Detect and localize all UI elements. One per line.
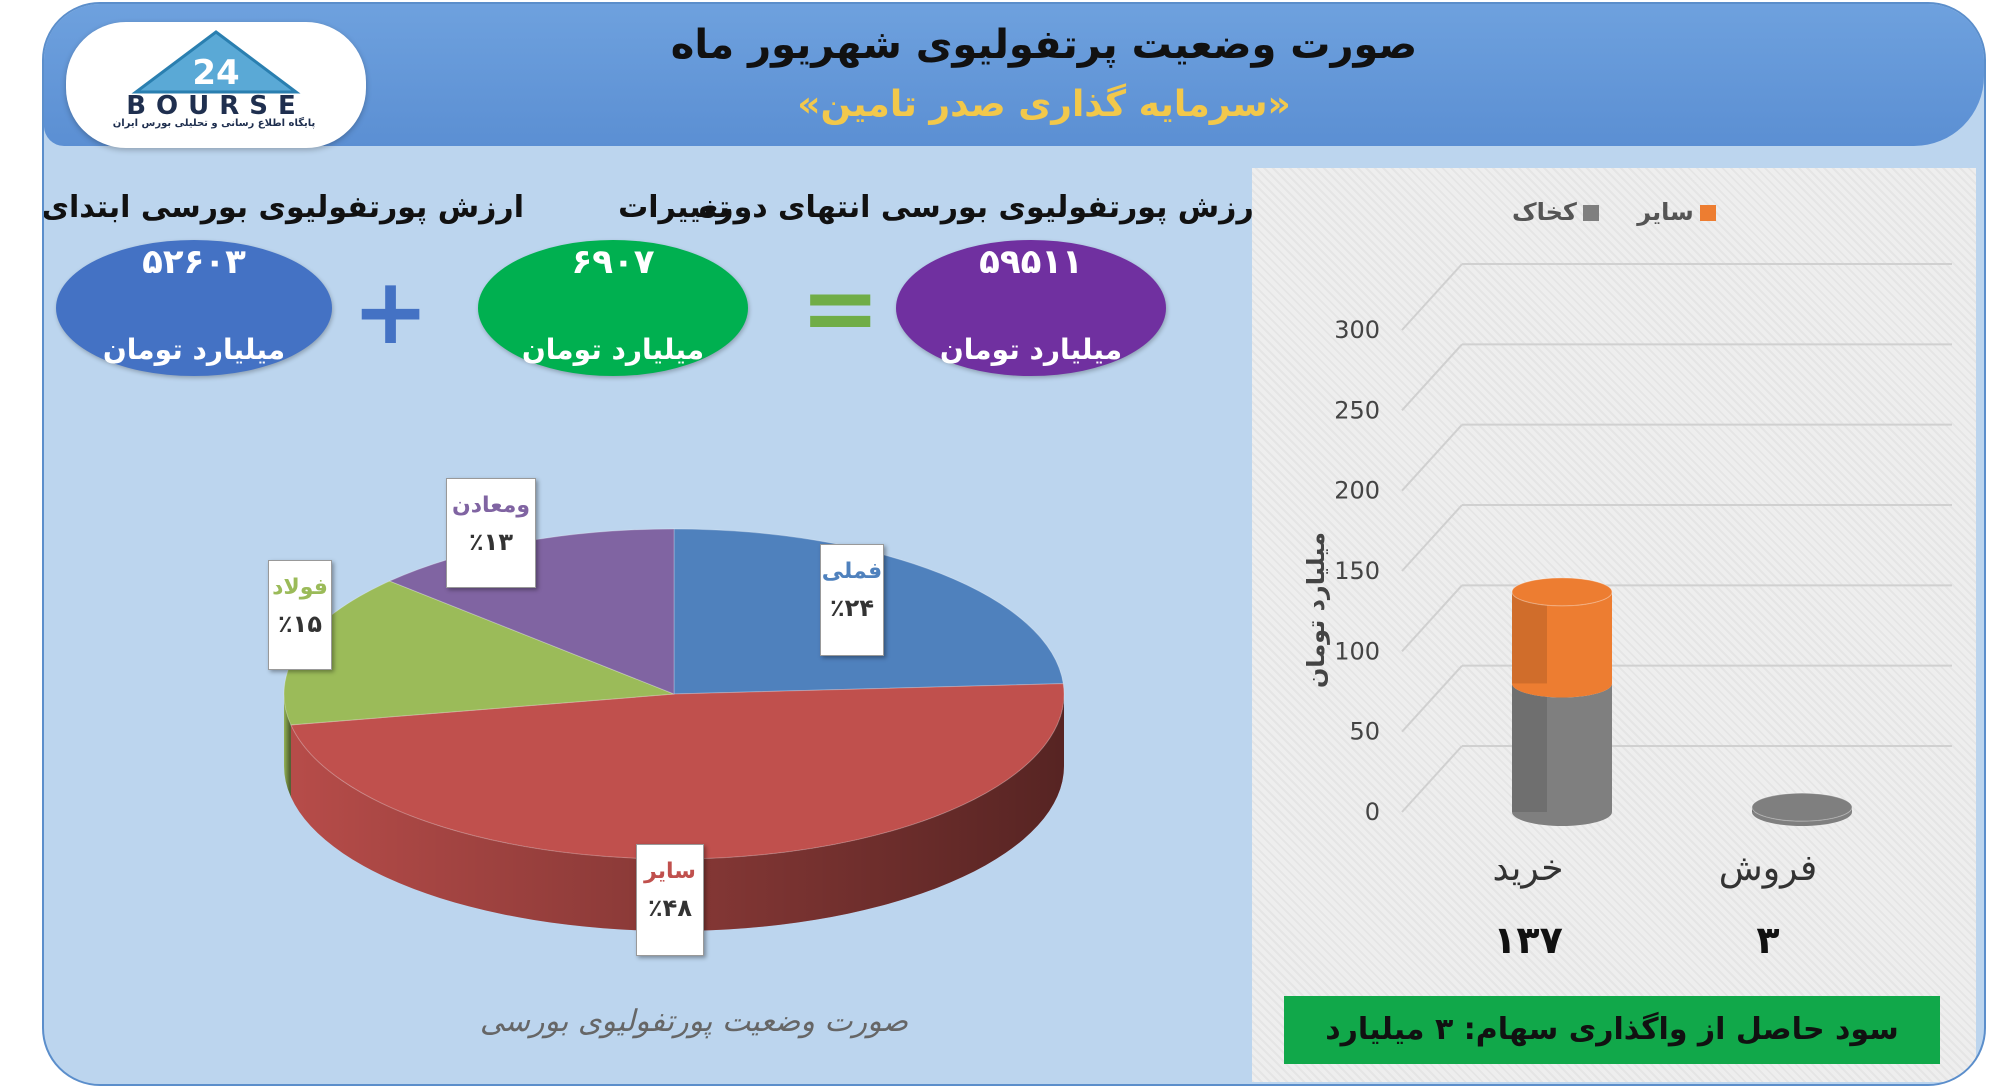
start-value-unit: میلیارد تومان: [102, 333, 286, 366]
bar-segment: [1512, 591, 1612, 698]
page-subtitle: «سرمایه گذاری صدر تامین»: [797, 84, 1291, 125]
category-label-sell: فروش: [1718, 848, 1818, 889]
bar-y-ticks: 0 50 100 150 200 250 300: [1334, 316, 1380, 826]
bar-cap: [1511, 577, 1613, 607]
bar-marks: [1511, 577, 1853, 826]
y-tick-label: 200: [1334, 477, 1380, 505]
legend-label-other: سایر: [1637, 198, 1694, 226]
portfolio-pie-chart: [283, 528, 1065, 932]
pie-slice: [290, 683, 1065, 860]
pie-label-fameli-name: فملی: [821, 559, 883, 584]
pie-side-group: [284, 694, 1064, 932]
grid-line: [1401, 504, 1463, 572]
bar-segment: [1512, 683, 1612, 826]
dashboard-frame: 24 BOURSE پایگاه اطلاع رسانی و تحلیلی بو…: [42, 2, 1986, 1086]
y-tick-label: 100: [1334, 637, 1380, 665]
pie-caption: صورت وضعیت پورتفولیوی بورسی: [479, 1004, 909, 1039]
grid-line: [1401, 263, 1463, 331]
y-tick-label: 0: [1365, 798, 1380, 826]
category-total-buy: ۱۳۷: [1493, 918, 1563, 962]
end-value-number: ۵۹۵۱۱: [979, 242, 1083, 282]
y-tick-label: 150: [1334, 557, 1380, 585]
start-value-number: ۵۲۶۰۳: [142, 242, 246, 282]
end-value-label: ارزش پورتفولیوی بورسی انتهای دوره: [698, 190, 1264, 225]
start-value-oval: ۵۲۶۰۳ میلیارد تومان: [56, 240, 332, 376]
pie-label-maaden-name: ومعادن: [451, 493, 531, 518]
pie-top-group: [283, 528, 1065, 860]
legend-label-kkhak: کخاک: [1512, 198, 1577, 226]
pie-label-foolad-name: فولاد: [272, 575, 328, 600]
pie-label-foolad: فولاد ٪۱۵: [268, 560, 332, 670]
grid-line: [1401, 584, 1463, 653]
bar-legend: سایر کخاک: [1512, 198, 1722, 226]
purchase-sale-bar-chart: 0 50 100 150 200 250 300: [1334, 263, 1952, 826]
grid-line: [1401, 664, 1463, 733]
pie-label-foolad-percent: ٪۱۵: [278, 610, 322, 638]
pie-label-fameli: فملی ٪۲۴: [820, 544, 884, 656]
change-oval: ۶۹۰۷ میلیارد تومان: [478, 240, 748, 376]
logo-mark-icon: 24 BOURSE: [126, 30, 306, 121]
change-number: ۶۹۰۷: [571, 242, 655, 282]
page-title: صورت وضعیت پرتفولیوی شهریور ماه: [670, 22, 1418, 68]
change-unit: میلیارد تومان: [521, 333, 705, 366]
category-label-buy: خرید: [1492, 848, 1564, 889]
y-tick-label: 300: [1334, 316, 1380, 344]
equals-sign: =: [800, 252, 881, 364]
bar-shade: [1512, 683, 1547, 812]
grid-line: [1401, 423, 1463, 492]
logo: 24 BOURSE پایگاه اطلاع رسانی و تحلیلی بو…: [66, 22, 366, 148]
y-tick-label: 250: [1334, 396, 1380, 424]
pie-label-maaden: ومعادن ٪۱۳: [446, 478, 536, 588]
pie-label-maaden-percent: ٪۱۳: [469, 528, 513, 556]
pie-slice-side-shade: [290, 694, 1064, 932]
pie-label-other-percent: ٪۴۸: [648, 894, 692, 922]
start-value-label: ارزش پورتفولیوی بورسی ابتدای دوره: [42, 190, 524, 225]
bar-cap: [1751, 792, 1853, 822]
pie-label-other-name: سایر: [644, 859, 696, 884]
change-label: تغییرات: [618, 190, 730, 225]
pie-label-fameli-percent: ٪۲۴: [830, 594, 874, 622]
pie-slice-side-shade: [284, 694, 291, 797]
header-banner: 24 BOURSE پایگاه اطلاع رسانی و تحلیلی بو…: [44, 4, 1984, 148]
legend-item-kkhak: کخاک: [1512, 198, 1605, 226]
end-value-unit: میلیارد تومان: [939, 333, 1123, 366]
bar-shade: [1512, 591, 1547, 684]
grid-line: [1401, 343, 1463, 412]
end-value-oval: ۵۹۵۱۱ میلیارد تومان: [896, 240, 1166, 376]
bar-segment: [1752, 807, 1852, 826]
logo-subtitle: پایگاه اطلاع رسانی و تحلیلی بورس ایران: [112, 118, 316, 129]
logo-wordmark: BOURSE: [126, 91, 306, 121]
grid-line: [1401, 745, 1463, 813]
y-tick-label: 50: [1349, 718, 1380, 746]
logo-number: 24: [192, 53, 239, 93]
plus-sign: +: [352, 258, 430, 365]
pie-label-other: سایر ٪۴۸: [636, 844, 704, 956]
legend-swatch-kkhak: [1582, 205, 1599, 221]
legend-item-other: سایر: [1637, 198, 1722, 226]
bar-grid: [1401, 263, 1952, 813]
category-total-sell: ۳: [1756, 918, 1780, 962]
profit-footer: سود حاصل از واگذاری سهام: ۳ میلیارد توما…: [1284, 996, 1940, 1084]
bar-chart-panel: سایر کخاک میلیارد تومان 0 50 100 150 200 250 3…: [1252, 168, 1976, 1082]
legend-swatch-other: [1699, 205, 1716, 221]
